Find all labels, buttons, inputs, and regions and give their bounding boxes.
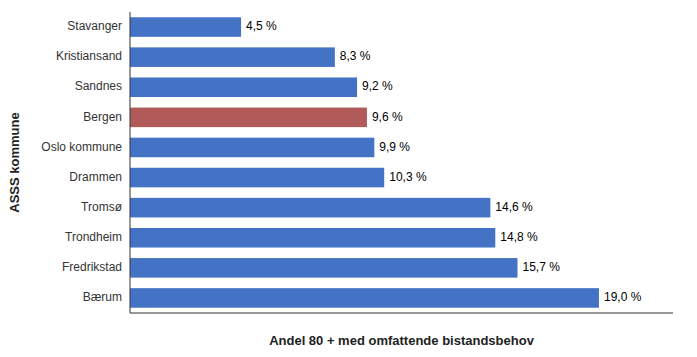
- x-axis-line: [130, 313, 673, 314]
- data-label: 14,6 %: [495, 200, 533, 214]
- data-label: 9,6 %: [372, 110, 403, 124]
- bar: [130, 198, 490, 218]
- bar: [130, 288, 599, 308]
- data-label: 10,3 %: [389, 170, 427, 184]
- y-tick-label: Bærum: [83, 290, 122, 304]
- bar: [130, 47, 335, 67]
- bar: [130, 17, 241, 37]
- bar: [130, 168, 384, 188]
- bar: [130, 108, 367, 128]
- bar: [130, 77, 357, 97]
- data-label: 19,0 %: [604, 290, 642, 304]
- y-tick-label: Tromsø: [81, 200, 123, 214]
- y-tick-label: Fredrikstad: [62, 260, 122, 274]
- bar: [130, 228, 495, 248]
- data-label: 9,2 %: [362, 79, 393, 93]
- data-label: 15,7 %: [523, 260, 561, 274]
- y-tick-label: Oslo kommune: [41, 140, 122, 154]
- y-axis-title: ASSS kommune: [7, 112, 22, 212]
- y-tick-labels: Bærum Fredrikstad Trondheim Tromsø Drammen Os…: [41, 19, 122, 304]
- y-tick-label: Sandnes: [75, 79, 122, 93]
- data-label: 4,5 %: [246, 19, 277, 33]
- bars: [130, 17, 599, 307]
- y-tick-label: Trondheim: [65, 230, 122, 244]
- x-axis-title: Andel 80 + med omfattende bistandsbehov: [269, 333, 535, 348]
- data-label: 14,8 %: [500, 230, 538, 244]
- data-labels: 19,0 % 15,7 % 14,8 % 14,6 % 10,3 % 9,9 % 9,6 %…: [246, 19, 642, 304]
- bar: [130, 258, 518, 278]
- page: {"chart_data": {"type": "bar", "orientat…: [0, 0, 697, 357]
- data-label: 8,3 %: [340, 49, 371, 63]
- y-tick-label: Bergen: [83, 110, 122, 124]
- y-axis-line: [130, 12, 131, 313]
- axes: [130, 12, 673, 313]
- bar: [130, 138, 374, 158]
- y-tick-label: Kristiansand: [56, 49, 122, 63]
- y-tick-label: Stavanger: [67, 19, 122, 33]
- data-label: 9,9 %: [379, 140, 410, 154]
- y-tick-label: Drammen: [69, 170, 122, 184]
- chart: Bærum Fredrikstad Trondheim Tromsø Drammen Os…: [0, 0, 697, 357]
